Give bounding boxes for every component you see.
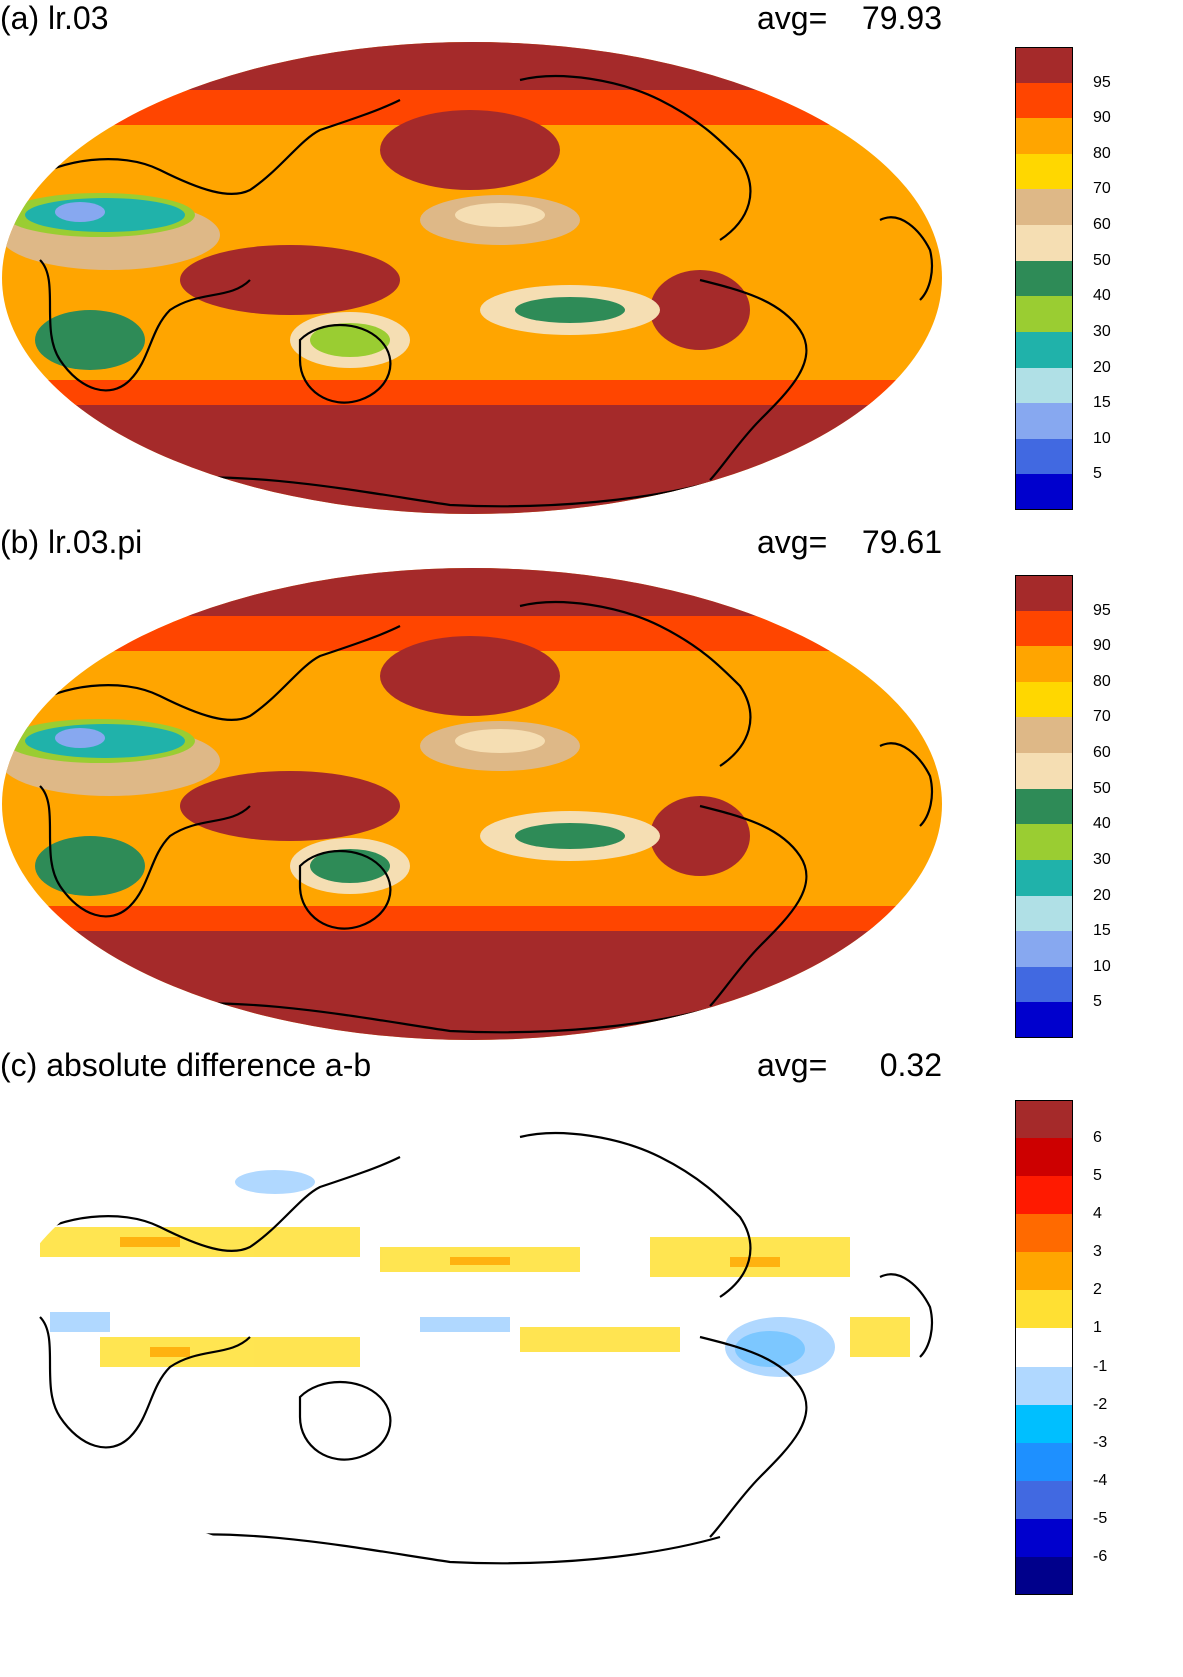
colorbar-label: 5	[1093, 993, 1102, 1011]
colorbar-swatch	[1015, 610, 1073, 647]
colorbar-label: -6	[1093, 1547, 1108, 1565]
colorbar-swatch	[1015, 966, 1073, 1003]
panel-b-title: (b) lr.03.pi	[0, 524, 143, 560]
colorbar-label: 15	[1093, 922, 1111, 940]
colorbar-swatch	[1015, 931, 1073, 968]
panel-b-field	[2, 568, 942, 1040]
colorbar-swatch	[1015, 681, 1073, 718]
colorbar-label: 95	[1093, 73, 1111, 91]
panel-b-avg-value: 79.61	[861, 524, 942, 560]
colorbar-swatch	[1015, 1518, 1073, 1558]
colorbar-label: 5	[1093, 1167, 1102, 1185]
colorbar-label: 50	[1093, 779, 1111, 797]
colorbar-swatch	[1015, 260, 1073, 297]
colorbar-swatch	[1015, 189, 1073, 226]
colorbar-swatch	[1015, 296, 1073, 333]
colorbar-label: 80	[1093, 672, 1111, 690]
colorbar-swatch	[1015, 717, 1073, 754]
colorbar-swatch	[1015, 575, 1073, 612]
colorbar-swatch	[1015, 1290, 1073, 1329]
colorbar-label: 70	[1093, 180, 1111, 198]
colorbar-label: 1	[1093, 1319, 1102, 1337]
colorbar-label: 90	[1093, 637, 1111, 655]
colorbar-label: 5	[1093, 465, 1102, 483]
colorbar-swatch	[1015, 1366, 1073, 1406]
panel-a-avg-label: avg=	[757, 0, 828, 36]
panel-b-map	[2, 568, 942, 1040]
colorbar-swatch	[1015, 225, 1073, 262]
colorbar-swatch	[1015, 47, 1073, 84]
colorbar-swatch	[1015, 1138, 1073, 1177]
panel-a: (a) lr.03 avg= 79.93	[0, 0, 1183, 520]
panel-a-avg-value: 79.93	[861, 0, 942, 36]
colorbar-label: 90	[1093, 109, 1111, 127]
colorbar-label: 70	[1093, 708, 1111, 726]
colorbar-label: 80	[1093, 144, 1111, 162]
colorbar-label: -5	[1093, 1509, 1108, 1527]
colorbar-label: 95	[1093, 601, 1111, 619]
colorbar-label: 15	[1093, 394, 1111, 412]
panel-a-avg: avg= 79.93	[757, 0, 942, 36]
colorbar-swatch	[1015, 1328, 1073, 1368]
colorbar-label: 2	[1093, 1281, 1102, 1299]
colorbar-label: 40	[1093, 815, 1111, 833]
panel-b-colorbar: 95 90 80 70 60 50 40 30 20 15 10 5	[1015, 575, 1111, 1039]
panel-c-avg: avg= 0.32	[757, 1047, 942, 1083]
colorbar-label: 20	[1093, 358, 1111, 376]
colorbar-swatch	[1015, 118, 1073, 155]
panel-c-field	[2, 1099, 942, 1575]
colorbar-label: 6	[1093, 1129, 1102, 1147]
colorbar-swatch	[1015, 1442, 1073, 1482]
panel-c-avg-value: 0.32	[879, 1047, 942, 1083]
panel-b: (b) lr.03.pi avg= 79.61	[0, 524, 1183, 1044]
colorbar-label: 50	[1093, 251, 1111, 269]
panel-b-avg-label: avg=	[757, 524, 828, 560]
colorbar-swatch	[1015, 824, 1073, 861]
colorbar-swatch	[1015, 895, 1073, 932]
panel-c-colorbar: 6 5 4 3 2 1 -1 -2 -3 -4 -5 -6	[1015, 1100, 1107, 1596]
panel-a-title: (a) lr.03	[0, 0, 109, 36]
colorbar-swatch	[1015, 1100, 1073, 1139]
colorbar-swatch	[1015, 1404, 1073, 1444]
colorbar-swatch	[1015, 331, 1073, 369]
colorbar-swatch	[1015, 1252, 1073, 1291]
colorbar-swatch	[1015, 474, 1073, 511]
panel-c-map	[2, 1099, 942, 1575]
colorbar-label: -3	[1093, 1433, 1108, 1451]
panel-b-avg: avg= 79.61	[757, 524, 942, 560]
panel-c-title: (c) absolute difference a-b	[0, 1047, 372, 1083]
colorbar-swatch	[1015, 403, 1073, 440]
colorbar-swatch	[1015, 367, 1073, 404]
colorbar-label: 40	[1093, 287, 1111, 305]
panel-a-map	[2, 42, 942, 514]
colorbar-label: -1	[1093, 1357, 1108, 1375]
colorbar-label: 3	[1093, 1243, 1102, 1261]
colorbar-swatch	[1015, 646, 1073, 683]
colorbar-swatch	[1015, 859, 1073, 897]
colorbar-swatch	[1015, 82, 1073, 119]
colorbar-swatch	[1015, 753, 1073, 790]
colorbar-label: 20	[1093, 886, 1111, 904]
colorbar-label: -4	[1093, 1471, 1108, 1489]
colorbar-label: 60	[1093, 216, 1111, 234]
colorbar-swatch	[1015, 1556, 1073, 1596]
colorbar-swatch	[1015, 1214, 1073, 1253]
panel-a-colorbar: 95 90 80 70 60 50 40 30 20 15 10 5	[1015, 47, 1111, 511]
panel-c-avg-label: avg=	[757, 1047, 828, 1083]
colorbar-label: 10	[1093, 957, 1111, 975]
panel-c: (c) absolute difference a-b avg= 0.32	[0, 1047, 1183, 1677]
colorbar-label: -2	[1093, 1395, 1108, 1413]
colorbar-swatch	[1015, 438, 1073, 475]
colorbar-swatch	[1015, 1176, 1073, 1215]
colorbar-label: 10	[1093, 429, 1111, 447]
colorbar-label: 60	[1093, 744, 1111, 762]
colorbar-swatch	[1015, 788, 1073, 825]
panel-a-field	[2, 42, 942, 514]
colorbar-swatch	[1015, 1002, 1073, 1039]
colorbar-swatch	[1015, 153, 1073, 190]
colorbar-label: 30	[1093, 850, 1111, 868]
colorbar-swatch	[1015, 1480, 1073, 1520]
colorbar-label: 4	[1093, 1205, 1102, 1223]
colorbar-label: 30	[1093, 322, 1111, 340]
